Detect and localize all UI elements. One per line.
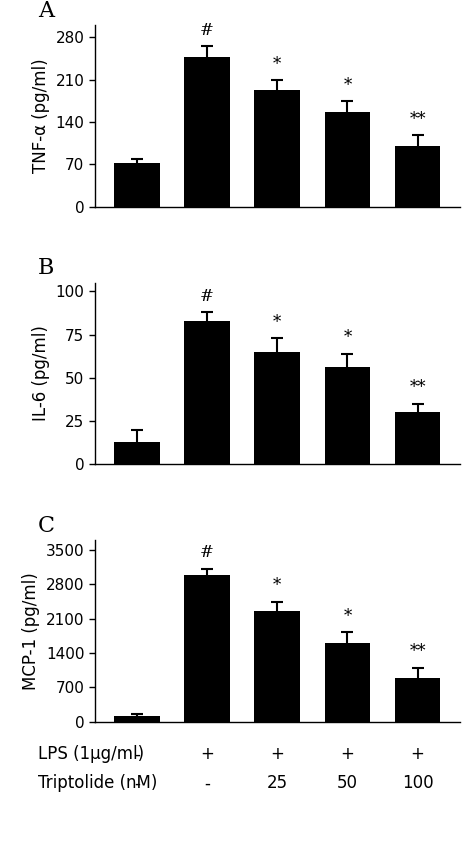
Y-axis label: MCP-1 (pg/ml): MCP-1 (pg/ml) (22, 572, 40, 690)
Bar (184, 57, 230, 207)
Text: *: * (273, 56, 282, 73)
Text: C: C (38, 515, 55, 537)
Bar (395, 678, 440, 722)
Bar (114, 163, 160, 207)
Text: B: B (38, 257, 55, 279)
Text: +: + (411, 745, 425, 763)
Bar (325, 111, 370, 207)
Text: +: + (200, 745, 214, 763)
Y-axis label: IL-6 (pg/ml): IL-6 (pg/ml) (32, 326, 50, 421)
Bar (114, 441, 160, 464)
Bar (395, 146, 440, 207)
Text: A: A (38, 0, 54, 22)
Text: #: # (200, 288, 214, 305)
Text: **: ** (410, 643, 426, 661)
Bar (325, 367, 370, 464)
Text: **: ** (410, 380, 426, 397)
Text: **: ** (410, 111, 426, 128)
Text: +: + (270, 745, 284, 763)
Text: *: * (343, 77, 352, 94)
Bar (395, 413, 440, 464)
Bar (114, 716, 160, 722)
Text: +: + (340, 745, 355, 763)
Text: LPS (1μg/ml): LPS (1μg/ml) (38, 745, 145, 763)
Bar (255, 352, 300, 464)
Text: #: # (200, 22, 214, 39)
Text: *: * (343, 329, 352, 346)
Text: *: * (273, 577, 282, 594)
Text: -: - (134, 774, 140, 793)
Y-axis label: TNF-α (pg/ml): TNF-α (pg/ml) (32, 59, 50, 173)
Text: 25: 25 (267, 774, 288, 793)
Text: 100: 100 (402, 774, 434, 793)
Text: -: - (204, 774, 210, 793)
Text: 50: 50 (337, 774, 358, 793)
Text: Triptolide (nM): Triptolide (nM) (38, 774, 157, 793)
Text: -: - (134, 745, 140, 763)
Bar (184, 321, 230, 464)
Bar (255, 611, 300, 722)
Bar (325, 643, 370, 722)
Text: *: * (273, 314, 282, 331)
Text: *: * (343, 609, 352, 625)
Bar (184, 575, 230, 722)
Text: #: # (200, 544, 214, 561)
Bar (255, 90, 300, 207)
